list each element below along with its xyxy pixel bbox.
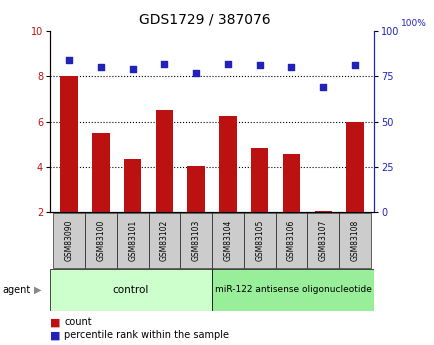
FancyBboxPatch shape — [148, 213, 180, 268]
Text: GSM83102: GSM83102 — [160, 220, 168, 261]
Text: GSM83105: GSM83105 — [255, 220, 263, 261]
Text: GSM83104: GSM83104 — [223, 220, 232, 261]
Point — [319, 85, 326, 90]
FancyBboxPatch shape — [116, 213, 148, 268]
FancyBboxPatch shape — [243, 213, 275, 268]
Text: GSM83108: GSM83108 — [350, 220, 359, 261]
Point — [351, 63, 358, 68]
FancyBboxPatch shape — [53, 213, 85, 268]
FancyBboxPatch shape — [339, 213, 370, 268]
Text: GSM83090: GSM83090 — [64, 220, 73, 262]
Bar — [60, 76, 78, 212]
Bar — [250, 148, 268, 212]
Bar — [314, 211, 331, 212]
FancyBboxPatch shape — [212, 213, 243, 268]
Point — [256, 63, 263, 68]
Point — [129, 66, 136, 72]
Bar — [345, 122, 363, 212]
Text: GSM83101: GSM83101 — [128, 220, 137, 261]
Text: percentile rank within the sample: percentile rank within the sample — [64, 331, 229, 340]
FancyBboxPatch shape — [85, 213, 116, 268]
Bar — [155, 110, 173, 212]
Bar — [282, 155, 299, 212]
FancyBboxPatch shape — [212, 269, 373, 310]
Text: GSM83100: GSM83100 — [96, 220, 105, 261]
Text: GDS1729 / 387076: GDS1729 / 387076 — [138, 12, 270, 26]
Text: ■: ■ — [50, 317, 60, 327]
Bar — [219, 116, 236, 212]
Bar — [92, 133, 109, 212]
Text: 100%: 100% — [400, 19, 426, 28]
FancyBboxPatch shape — [275, 213, 307, 268]
Point — [287, 65, 294, 70]
Point — [97, 65, 104, 70]
Text: ■: ■ — [50, 331, 60, 340]
Point — [161, 61, 168, 67]
Bar — [187, 166, 204, 212]
Text: GSM83106: GSM83106 — [286, 220, 295, 261]
Bar — [124, 159, 141, 212]
Point — [66, 57, 72, 63]
Point — [224, 61, 231, 67]
Text: GSM83103: GSM83103 — [191, 220, 200, 261]
FancyBboxPatch shape — [50, 269, 212, 310]
Text: GSM83107: GSM83107 — [318, 220, 327, 261]
Point — [192, 70, 199, 76]
Text: count: count — [64, 317, 92, 327]
FancyBboxPatch shape — [307, 213, 339, 268]
FancyBboxPatch shape — [180, 213, 212, 268]
Text: miR-122 antisense oligonucleotide: miR-122 antisense oligonucleotide — [214, 285, 371, 294]
Text: agent: agent — [2, 285, 30, 295]
Text: ▶: ▶ — [34, 285, 41, 295]
Text: control: control — [112, 285, 149, 295]
